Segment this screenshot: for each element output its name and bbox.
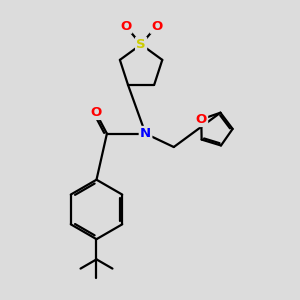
Text: O: O [196,113,207,126]
Text: O: O [90,106,101,119]
Text: N: N [140,127,151,140]
Text: O: O [151,20,162,33]
Text: O: O [120,20,131,33]
Text: S: S [136,38,146,51]
